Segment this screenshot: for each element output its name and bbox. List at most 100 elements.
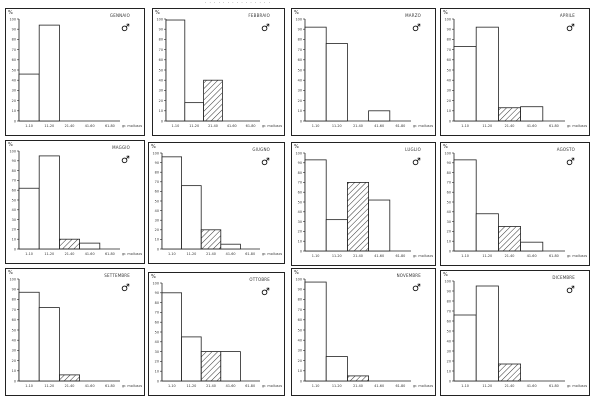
x-tick-label: 21-40 [505,384,515,388]
chart-svg: 0 10 20 30 40 50 60 70 80 90 100 1-10 11-20 21-40 41-6… [153,281,283,388]
x-tick-label: 11-20 [186,252,196,256]
chart-svg: 0 10 20 30 40 50 60 70 80 90 100 1-10 11-20 21-40 41-6… [296,277,434,388]
y-unit-label: % [294,144,299,150]
y-tick-label: 50 [298,328,302,332]
bar-21-40 [200,351,222,382]
x-tick-label: 21-40 [353,384,363,388]
y-tick-label: 0 [449,119,451,123]
male-symbol-icon: ♂ [261,23,270,34]
y-unit-label: % [443,144,448,150]
bar-41-60 [220,243,241,250]
y-tick-label: 90 [159,28,163,32]
y-unit-label: % [155,10,160,16]
x-tick-label: 21-40 [206,252,216,256]
panel-title: DICEMBRE [552,275,575,280]
y-tick-label: 10 [155,238,159,242]
x-axis-label: gr. molluscs [122,252,142,256]
bar-41-60 [520,106,544,122]
male-symbol-icon: ♂ [412,157,421,168]
panel-title: AGOSTO [556,147,575,152]
y-tick-label: 50 [12,198,16,202]
bar-41-60 [368,110,391,122]
y-tick-label: 80 [298,38,302,42]
bar-11-20 [38,307,60,382]
y-tick-label: 40 [155,340,159,344]
bar-1-10 [453,46,477,122]
x-tick-label: 41-60 [527,384,537,388]
bar-21-40 [347,182,370,252]
x-axis-label: gr. molluscs [262,124,282,128]
y-tick-label: 70 [12,308,16,312]
bar-11-20 [475,26,499,122]
x-tick-label: 21-40 [353,124,363,128]
y-tick-label: 40 [155,209,159,213]
x-tick-label: 41-60 [527,124,537,128]
y-unit-label: % [443,272,448,278]
x-tick-label: 1-10 [25,124,33,128]
y-tick-label: 90 [155,291,159,295]
bar-1-10 [161,292,183,382]
bar-1-10 [304,281,327,382]
male-symbol-icon: ♂ [566,157,575,168]
y-tick-label: 60 [298,191,302,195]
y-tick-label: 90 [12,288,16,292]
y-tick-label: 40 [298,339,302,343]
x-tick-label: 21-40 [353,254,363,258]
bar-41-60 [368,199,391,252]
y-unit-label: % [8,142,13,148]
y-tick-label: 60 [298,58,302,62]
chart-svg: 0 10 20 30 40 50 60 70 80 90 100 1-10 11-20 21-40 41-6… [445,17,588,128]
chart-svg: 0 10 20 30 40 50 60 70 80 90 100 1-10 11-20 21-40 41-6… [445,151,588,258]
y-tick-label: 100 [10,17,16,21]
male-symbol-icon: ♂ [412,283,421,294]
x-tick-label: 11-20 [482,254,492,258]
y-tick-label: 90 [447,28,451,32]
x-tick-label: 41-60 [527,254,537,258]
x-axis-label: gr. molluscs [262,252,282,256]
y-tick-label: 70 [447,309,451,313]
y-tick-label: 70 [159,48,163,52]
y-tick-label: 20 [12,228,16,232]
chart-svg: 0 10 20 30 40 50 60 70 80 90 100 1-10 11-20 21-40 41-6… [296,151,434,258]
x-tick-label: 61-80 [549,254,559,258]
x-axis-label: gr. molluscs [413,124,433,128]
y-tick-label: 80 [159,38,163,42]
y-tick-label: 60 [447,319,451,323]
male-symbol-icon: ♂ [566,23,575,34]
bar-11-20 [184,102,204,122]
x-tick-label: 41-60 [85,252,95,256]
bar-1-10 [18,73,40,122]
x-tick-label: 1-10 [168,384,176,388]
y-tick-label: 30 [159,89,163,93]
figure-header: · · · · · · · · · · · · · · · [205,0,271,5]
panel-title: OTTOBRE [249,277,270,282]
bar-11-20 [38,24,60,122]
x-tick-label: 21-40 [65,252,75,256]
y-tick-label: 30 [447,220,451,224]
x-tick-label: 11-20 [332,124,342,128]
x-tick-label: 41-60 [85,124,95,128]
y-tick-label: 50 [298,200,302,204]
x-axis-label: gr. molluscs [262,384,282,388]
bar-21-40 [498,107,522,122]
y-tick-label: 80 [447,299,451,303]
y-tick-label: 100 [296,277,302,281]
y-tick-label: 90 [155,161,159,165]
y-tick-label: 0 [157,247,159,251]
y-tick-label: 10 [447,240,451,244]
x-tick-label: 61-80 [105,384,115,388]
chart-panel-ottobre: % OTTOBRE ♂ 0 10 20 30 40 50 60 70 80 90 100 1-10 11-20… [148,272,285,396]
y-tick-label: 90 [12,28,16,32]
x-tick-label: 11-20 [482,124,492,128]
x-tick-label: 1-10 [25,384,33,388]
x-tick-label: 41-60 [226,384,236,388]
bar-41-60 [220,351,241,382]
y-tick-label: 60 [298,318,302,322]
y-tick-label: 40 [12,208,16,212]
x-tick-label: 11-20 [44,384,54,388]
chart-panel-luglio: % LUGLIO ♂ 0 10 20 30 40 50 60 70 80 90 100 1-10 11-20 2… [291,142,436,266]
y-tick-label: 0 [300,249,302,253]
y-tick-label: 0 [161,119,163,123]
y-tick-label: 100 [10,277,16,281]
x-axis-label: gr. molluscs [567,254,587,258]
